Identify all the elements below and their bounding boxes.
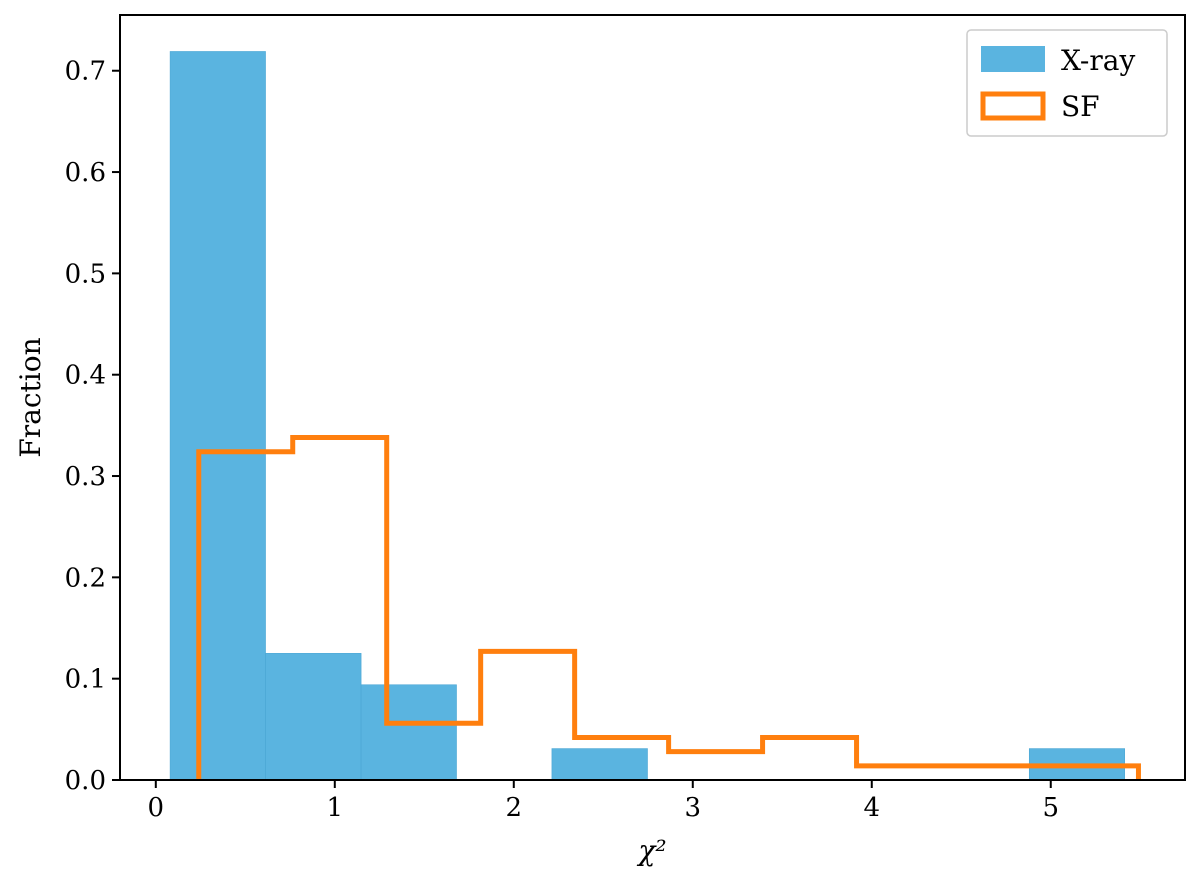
x-tick-label: 4 <box>863 793 880 823</box>
legend: X-ray SF <box>966 29 1168 137</box>
y-tick-label: 0.1 <box>65 665 106 695</box>
x-tick-label: 1 <box>327 793 344 823</box>
sf-step-path <box>196 435 1141 780</box>
y-tick-label: 0.2 <box>65 563 106 593</box>
legend-label-sf: SF <box>1061 90 1100 123</box>
y-tick-label: 0.6 <box>65 158 106 188</box>
legend-swatch-xray <box>981 46 1045 72</box>
plot-frame <box>119 14 1186 781</box>
legend-swatch-sf <box>980 91 1046 121</box>
sf-step-line <box>196 435 1141 780</box>
xray-bar <box>169 51 266 781</box>
y-tick-label: 0.5 <box>65 259 106 289</box>
x-axis-label: χ² <box>636 834 666 867</box>
y-tick-label: 0.0 <box>65 766 106 796</box>
x-tick-label: 0 <box>148 793 165 823</box>
xray-bars <box>169 51 1125 781</box>
y-tick-label: 0.3 <box>65 462 106 492</box>
legend-label-xray: X-ray <box>1061 44 1135 77</box>
x-tick-label: 2 <box>506 793 523 823</box>
y-axis-ticks: 0.0 0.1 0.2 0.3 0.4 0.5 0.6 0.7 <box>65 57 120 796</box>
xray-bar <box>265 653 362 781</box>
y-axis-label: Fraction <box>14 337 47 457</box>
y-tick-label: 0.4 <box>65 361 106 391</box>
y-tick-label: 0.7 <box>65 57 106 87</box>
xray-bar <box>551 748 648 781</box>
x-axis-ticks: 0 1 2 3 4 5 <box>148 780 1059 823</box>
x-tick-label: 3 <box>684 793 701 823</box>
xray-bar <box>360 684 457 781</box>
x-tick-label: 5 <box>1042 793 1059 823</box>
